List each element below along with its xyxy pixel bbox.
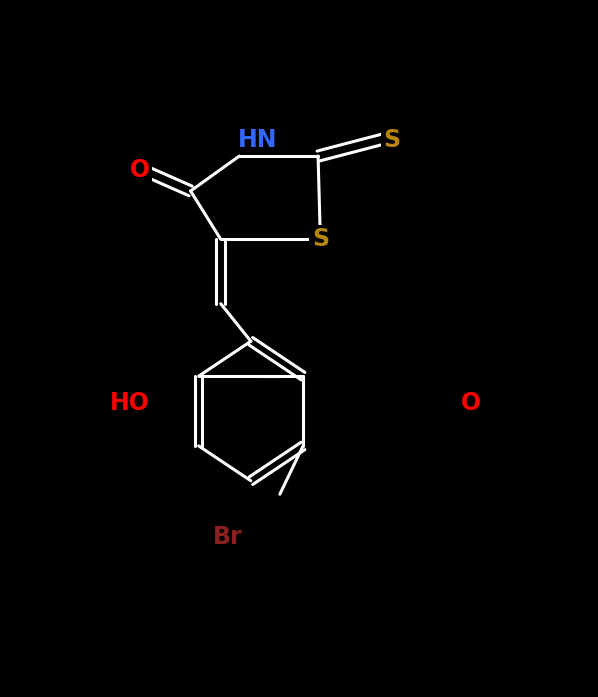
Text: HO: HO <box>109 391 150 415</box>
Text: S: S <box>312 227 329 252</box>
Text: S: S <box>384 128 401 152</box>
Text: Br: Br <box>213 525 243 549</box>
Text: O: O <box>461 391 481 415</box>
Text: O: O <box>130 158 150 181</box>
Text: HN: HN <box>238 128 277 152</box>
